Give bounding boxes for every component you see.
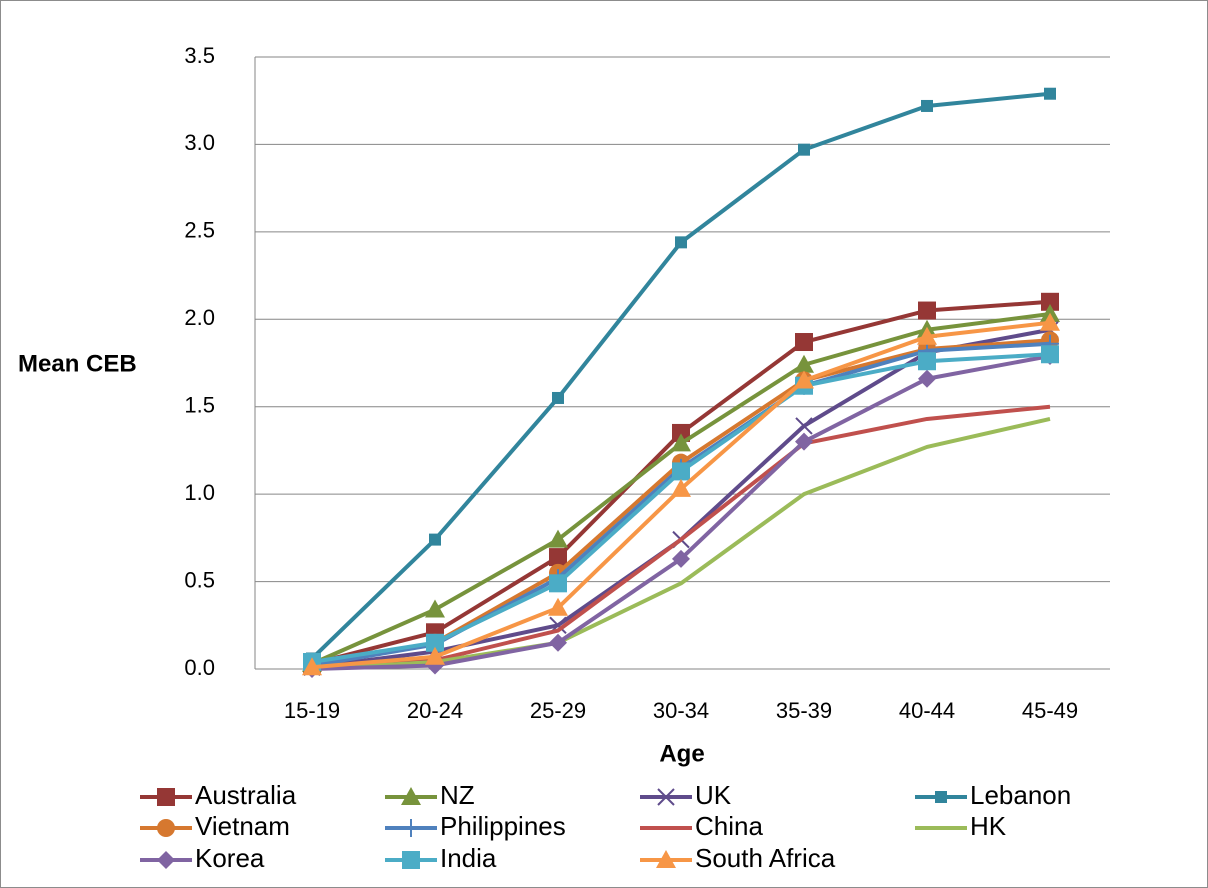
marker	[1044, 87, 1056, 100]
x-tick-label: 25-29	[530, 698, 586, 723]
x-tick-label: 15-19	[284, 698, 340, 723]
series	[302, 312, 1060, 676]
legend-label: HK	[970, 811, 1007, 841]
legend-label: South Africa	[695, 843, 836, 873]
marker	[549, 633, 567, 652]
y-tick-label: 1.0	[184, 480, 215, 505]
legend-label: Philippines	[440, 811, 566, 841]
marker	[918, 352, 936, 371]
marker	[672, 549, 690, 568]
legend-label: NZ	[440, 780, 475, 810]
y-tick-label: 0.0	[184, 655, 215, 680]
marker	[918, 301, 936, 320]
marker	[795, 432, 813, 451]
marker	[917, 326, 937, 345]
x-tick-label: 45-49	[1022, 698, 1078, 723]
marker	[425, 599, 445, 618]
marker	[794, 354, 814, 373]
x-tick-label: 40-44	[899, 698, 955, 723]
y-tick-label: 2.0	[184, 305, 215, 330]
legend-marker	[157, 851, 175, 869]
marker	[549, 548, 567, 567]
marker	[672, 423, 690, 442]
legend-label: Australia	[195, 780, 297, 810]
legend-label: Lebanon	[970, 780, 1071, 810]
marker	[671, 478, 691, 497]
legend-marker	[402, 819, 420, 837]
marker	[795, 417, 813, 435]
marker	[671, 433, 691, 452]
marker	[1040, 312, 1060, 331]
y-tick-label: 1.5	[184, 393, 215, 418]
marker	[1041, 345, 1059, 364]
legend-label: Vietnam	[195, 811, 290, 841]
marker	[549, 574, 567, 593]
x-tick-label: 20-24	[407, 698, 463, 723]
marker	[426, 633, 444, 652]
x-tick-label: 35-39	[776, 698, 832, 723]
legend-marker	[402, 851, 420, 869]
marker	[302, 657, 322, 676]
legend-marker	[656, 850, 676, 868]
y-tick-label: 0.5	[184, 567, 215, 592]
x-axis-title: Age	[659, 740, 704, 767]
y-tick-label: 3.0	[184, 130, 215, 155]
marker	[429, 533, 441, 546]
marker	[921, 99, 933, 112]
legend-marker	[935, 791, 947, 803]
marker	[795, 333, 813, 352]
y-axis-title: Mean CEB	[18, 350, 137, 377]
legend-marker	[657, 788, 675, 806]
marker	[548, 529, 568, 548]
legend-marker	[157, 819, 175, 837]
marker	[794, 370, 814, 389]
marker	[798, 143, 810, 156]
marker	[1041, 292, 1059, 311]
marker	[548, 597, 568, 616]
marker	[425, 646, 445, 665]
y-tick-label: 3.5	[184, 43, 215, 68]
legend-marker	[157, 788, 175, 806]
y-tick-label: 2.5	[184, 218, 215, 243]
marker	[675, 236, 687, 249]
marker	[672, 462, 690, 481]
legend-label: India	[440, 843, 497, 873]
legend-label: UK	[695, 780, 732, 810]
marker	[552, 391, 564, 404]
x-tick-label: 30-34	[653, 698, 709, 723]
legend-label: China	[695, 811, 763, 841]
legend-marker	[401, 787, 421, 805]
marker	[918, 369, 936, 388]
legend-label: Korea	[195, 843, 265, 873]
